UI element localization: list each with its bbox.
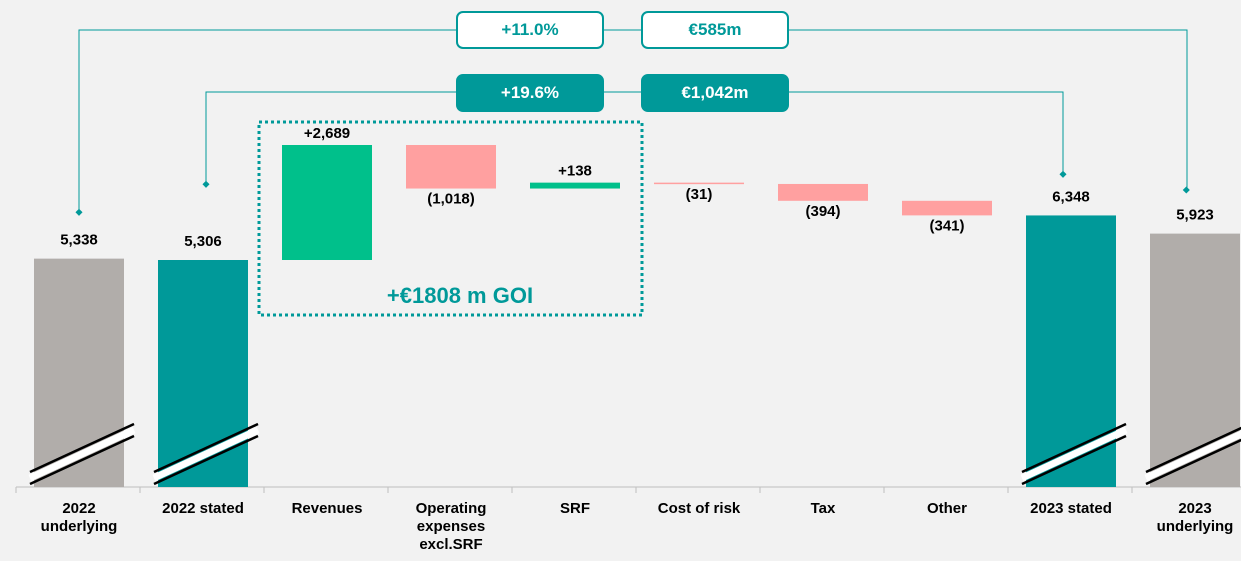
value-label: 5,923 xyxy=(1176,207,1214,224)
value-label: +2,689 xyxy=(304,125,350,142)
value-label: (341) xyxy=(929,217,964,234)
brackets xyxy=(78,29,1188,213)
value-label: (394) xyxy=(805,203,840,220)
stated-abs-box: €1,042m xyxy=(641,74,789,112)
axis-break xyxy=(1020,427,1128,481)
x-tick-label: SRF xyxy=(560,500,590,517)
axis-break xyxy=(153,434,259,486)
value-label: 6,348 xyxy=(1052,188,1090,205)
value-label: 5,306 xyxy=(184,233,222,250)
axis-break xyxy=(28,427,136,481)
bar xyxy=(282,145,372,260)
axis-break xyxy=(29,422,135,474)
underlying-abs-box: €585m xyxy=(641,11,789,49)
diamond xyxy=(202,180,210,188)
axis-break xyxy=(152,427,260,481)
bracket-stated xyxy=(205,91,1064,185)
stated-pct-box: +19.6% xyxy=(456,74,604,112)
axis-break xyxy=(153,422,259,474)
bracket-underlying xyxy=(78,29,1188,213)
axis-break xyxy=(1144,431,1241,481)
bar xyxy=(654,182,744,185)
x-tick-label: Tax xyxy=(810,500,836,517)
goi-label: +€1808 m GOI xyxy=(387,283,533,308)
axis-break xyxy=(1145,438,1241,486)
x-tick-label: Other xyxy=(926,500,967,517)
value-label: (31) xyxy=(686,186,713,203)
underlying-pct-box: +11.0% xyxy=(456,11,604,49)
bar xyxy=(778,183,868,201)
diamond xyxy=(1059,170,1067,178)
bar xyxy=(902,200,992,216)
diamond xyxy=(1182,186,1190,194)
axis-break xyxy=(1021,434,1127,486)
axis-break xyxy=(1145,426,1241,474)
axis-break xyxy=(29,434,135,486)
bar xyxy=(406,145,496,189)
axis-break xyxy=(1021,422,1127,474)
bar xyxy=(530,182,620,189)
bracket-diamonds xyxy=(75,170,1190,216)
x-tick-label: Cost of risk xyxy=(657,500,741,517)
value-label: (1,018) xyxy=(427,191,475,208)
value-label: +138 xyxy=(558,163,592,180)
diamond xyxy=(75,208,83,216)
x-tick-label: 2023 stated xyxy=(1030,500,1112,517)
x-tick-label: 2023 underlying xyxy=(1156,500,1234,535)
x-tick-label: 2022 underlying xyxy=(40,500,118,535)
x-tick-label: Revenues xyxy=(291,500,363,517)
x-tick-label: Operating expenses excl.SRF xyxy=(415,500,487,553)
value-label: 5,338 xyxy=(60,232,98,249)
x-tick-label: 2022 stated xyxy=(162,500,244,517)
